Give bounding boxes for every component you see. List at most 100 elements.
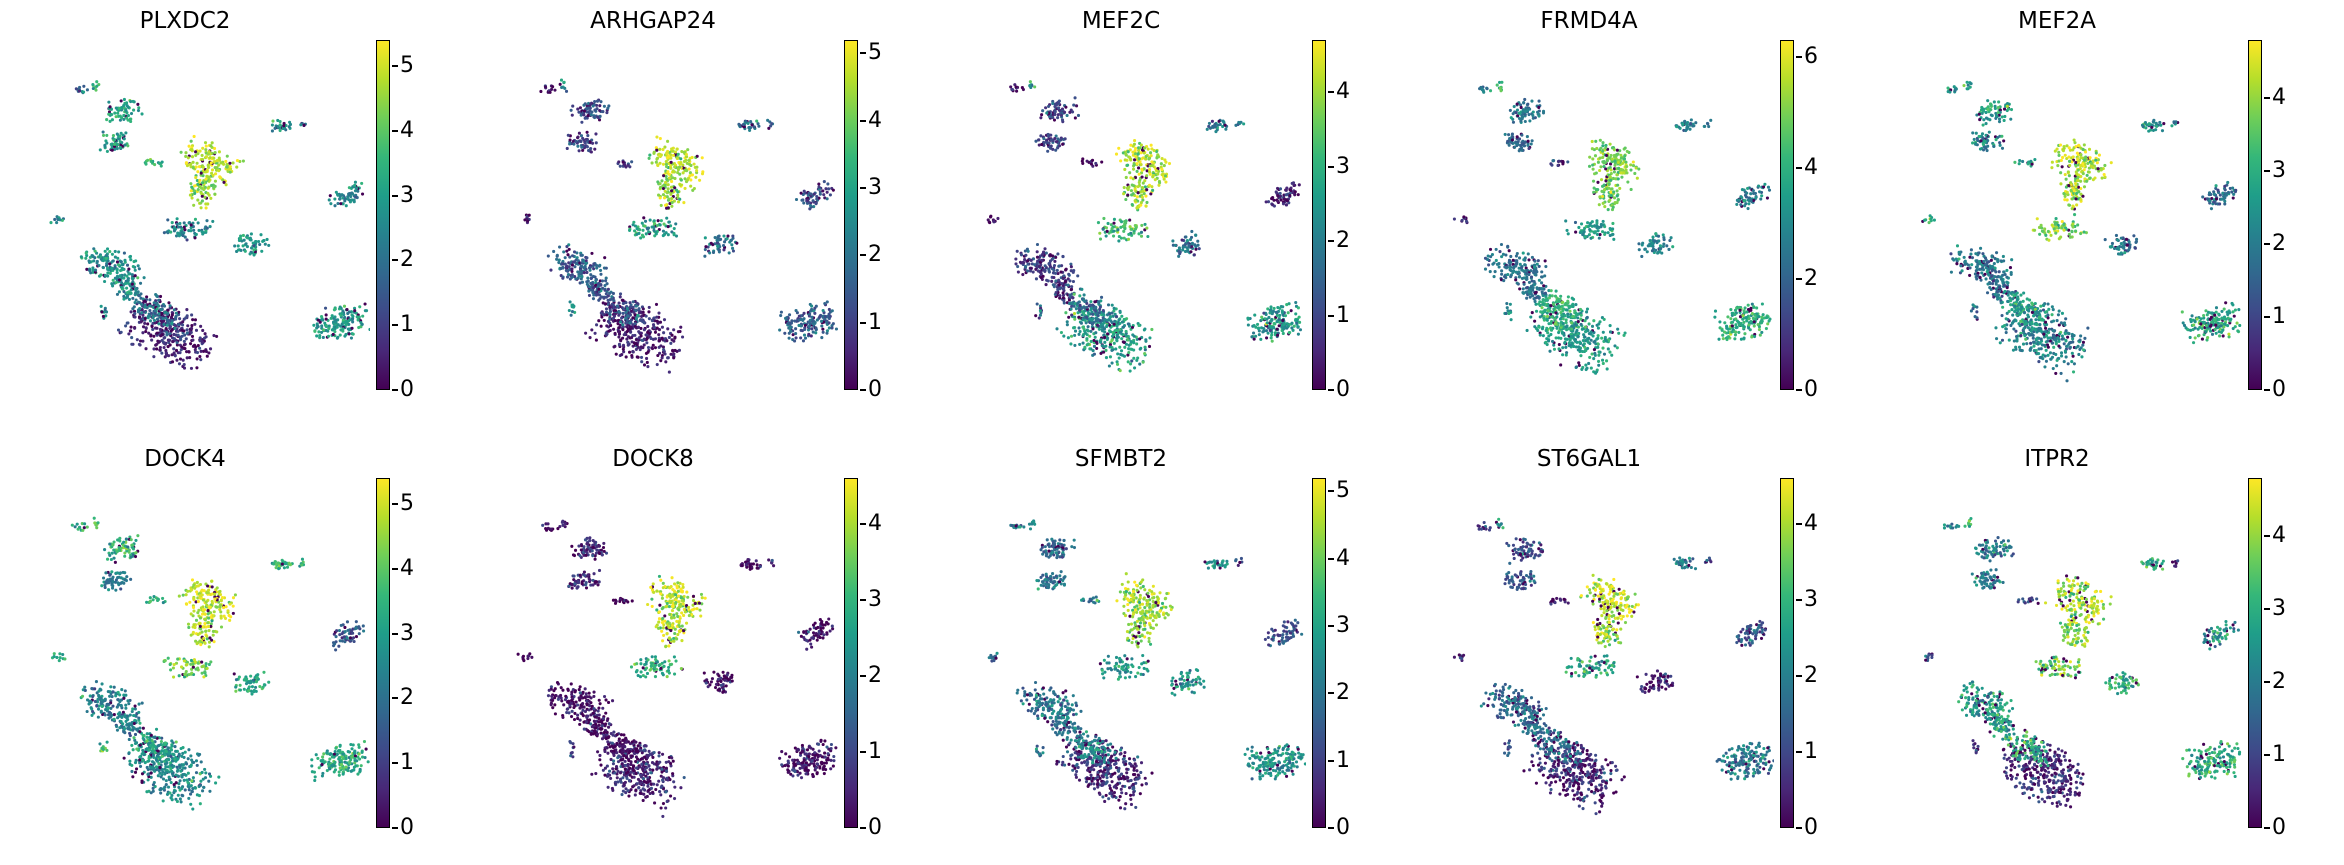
cell-point: [640, 338, 644, 342]
cell-point: [151, 327, 155, 332]
cell-point: [1153, 178, 1157, 182]
cell-point: [786, 322, 790, 326]
cell-point: [1108, 343, 1112, 347]
cell-point: [553, 88, 557, 92]
cell-point: [1610, 157, 1614, 161]
cell-point: [1534, 273, 1538, 277]
cell-point: [1177, 246, 1181, 250]
cell-point: [235, 159, 240, 163]
cell-point: [326, 334, 331, 338]
cell-point: [806, 198, 810, 202]
cell-point: [1162, 177, 1166, 181]
cell-point: [642, 328, 646, 332]
cell-point: [176, 333, 180, 337]
cell-point: [571, 260, 575, 264]
cell-point: [1155, 149, 1159, 154]
cell-point: [113, 249, 117, 254]
cell-point: [347, 192, 351, 196]
cell-point: [1124, 175, 1128, 180]
cell-point: [1296, 306, 1300, 310]
cell-point: [1126, 322, 1130, 326]
cell-point: [358, 305, 362, 309]
cell-point: [150, 338, 154, 342]
cell-point: [1140, 223, 1144, 227]
cell-point: [1745, 191, 1749, 195]
cell-point: [241, 244, 245, 248]
cell-point: [1122, 229, 1126, 233]
cell-point: [584, 331, 588, 335]
cell-point: [1078, 329, 1082, 334]
cell-point: [1034, 314, 1038, 318]
cell-point: [87, 260, 92, 264]
cell-point: [1133, 158, 1137, 162]
cell-point: [823, 301, 827, 306]
cell-point: [1143, 345, 1147, 349]
cell-point: [1498, 250, 1502, 254]
cell-point: [263, 242, 267, 246]
cell-point: [1056, 271, 1060, 276]
cell-point: [655, 315, 659, 319]
cell-point: [267, 243, 271, 247]
cell-point: [584, 259, 588, 263]
cell-point: [175, 341, 179, 345]
cell-point: [144, 162, 148, 166]
cell-point: [1268, 328, 1272, 333]
cell-point: [667, 172, 671, 176]
cell-point: [326, 329, 330, 333]
cell-point: [552, 249, 556, 254]
cell-point: [1103, 335, 1107, 339]
cell-point: [831, 188, 835, 192]
cell-point: [1543, 274, 1547, 278]
cell-point: [1605, 153, 1609, 157]
cell-point: [85, 88, 89, 92]
cell-point: [1531, 110, 1535, 114]
cell-point: [162, 322, 166, 326]
cell-point: [821, 308, 825, 313]
cell-point: [592, 267, 596, 271]
cell-point: [144, 326, 148, 330]
cell-point: [167, 301, 171, 305]
cell-point: [1145, 174, 1149, 178]
cell-point: [175, 343, 179, 347]
cell-point: [1031, 257, 1036, 261]
cell-point: [1536, 112, 1540, 116]
cell-point: [244, 242, 248, 246]
cell-point: [1272, 204, 1276, 208]
cell-point: [120, 266, 124, 270]
cell-point: [1596, 160, 1600, 164]
cell-point: [671, 176, 675, 180]
cell-point: [677, 348, 681, 352]
cell-point: [1537, 264, 1541, 268]
cell-point: [160, 351, 164, 355]
cell-point: [1523, 97, 1527, 102]
cell-point: [152, 334, 156, 338]
cell-point: [313, 329, 317, 333]
cell-point: [1104, 356, 1108, 360]
cell-point: [165, 333, 169, 337]
cell-point: [630, 160, 634, 164]
cell-point: [155, 331, 159, 335]
cell-point: [662, 318, 667, 322]
cell-point: [214, 172, 218, 176]
cell-point: [1601, 219, 1605, 223]
cell-point: [672, 352, 676, 356]
cell-point: [1117, 146, 1121, 150]
cell-point: [101, 265, 105, 269]
cell-point: [284, 128, 288, 132]
cell-point: [1115, 362, 1120, 366]
cell-point: [103, 249, 107, 253]
cell-point: [703, 254, 707, 258]
cell-point: [664, 360, 668, 364]
cell-point: [1094, 319, 1098, 323]
cell-point: [136, 290, 140, 294]
cell-point: [1510, 138, 1514, 142]
cell-point: [1537, 278, 1541, 282]
cell-point: [1015, 249, 1019, 253]
cell-point: [1582, 230, 1586, 234]
cell-point: [1662, 238, 1666, 242]
cell-point: [1118, 345, 1122, 349]
cell-point: [1014, 262, 1018, 266]
cell-point: [1046, 149, 1050, 153]
colorbar-tick-label: 4: [868, 107, 882, 133]
cell-point: [1072, 326, 1076, 330]
